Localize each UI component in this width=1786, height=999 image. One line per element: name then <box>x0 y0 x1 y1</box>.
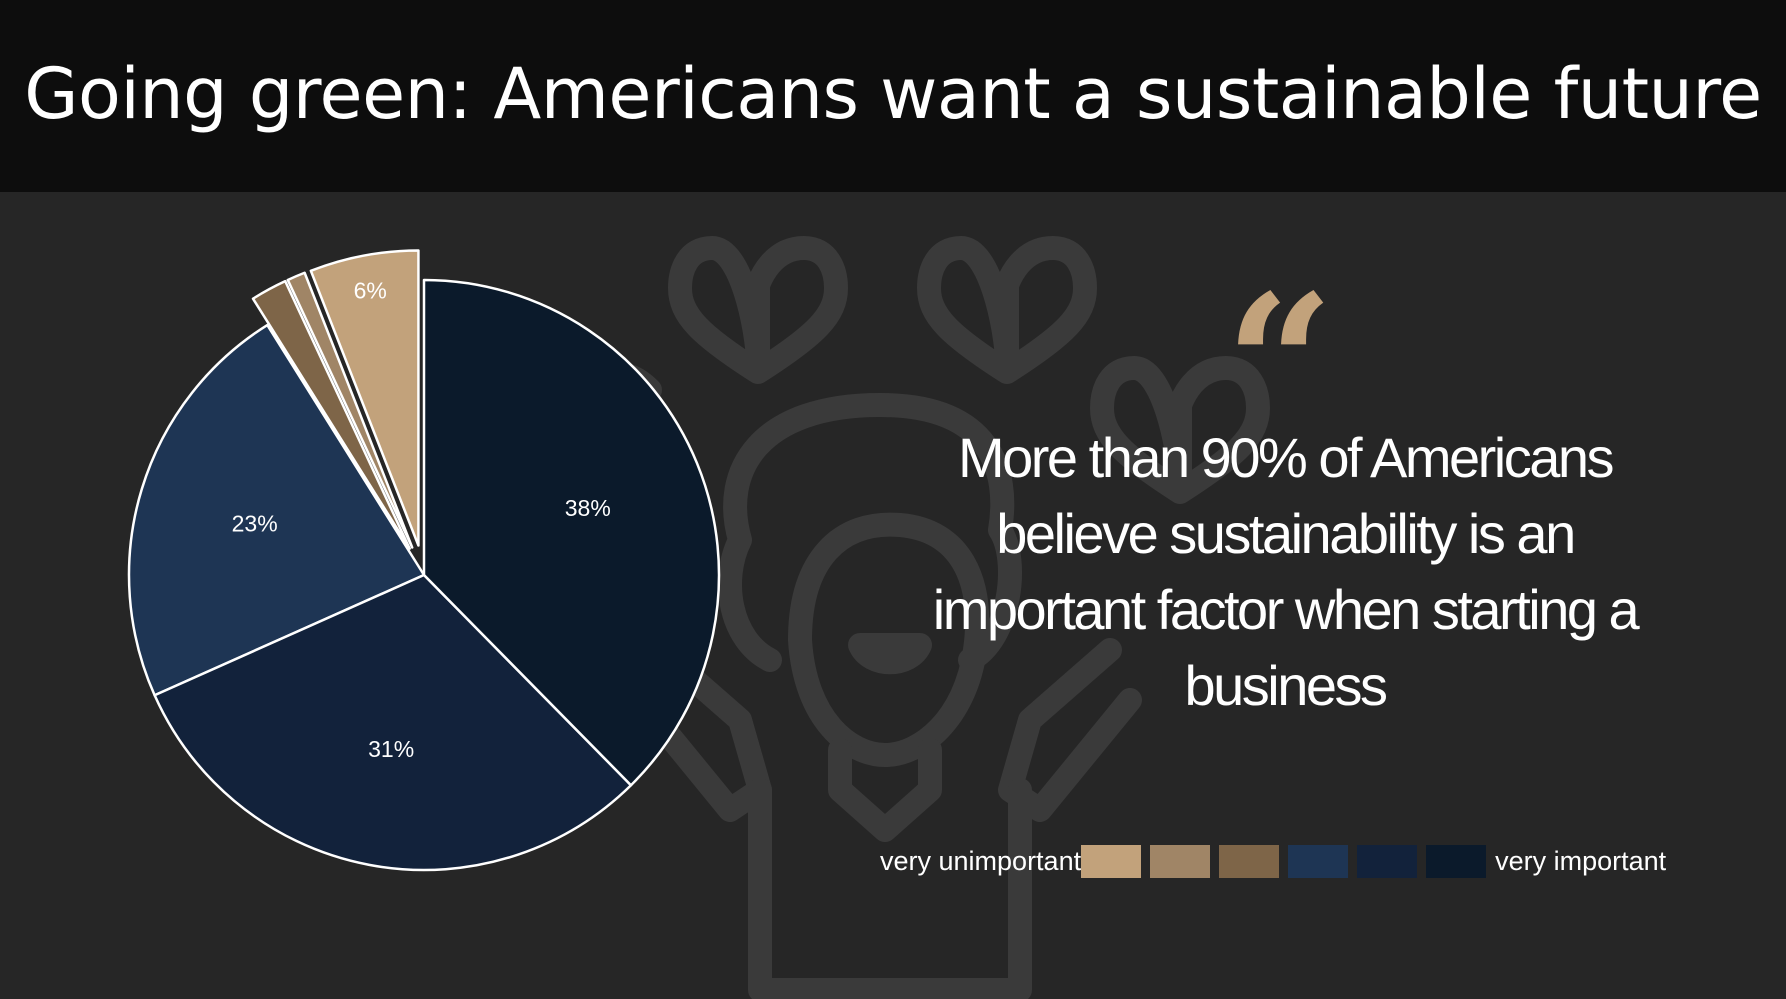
legend: very unimportant very important <box>880 844 1666 878</box>
pie-label-5: 31% <box>368 736 414 762</box>
legend-swatch-5 <box>1357 844 1418 878</box>
legend-swatch-1 <box>1081 844 1142 878</box>
legend-swatch-6 <box>1426 844 1487 878</box>
legend-swatch-2 <box>1150 844 1211 878</box>
header-bar: Going green: Americans want a sustainabl… <box>0 0 1786 192</box>
pie-slice-6 <box>422 278 721 787</box>
pie-slice-3 <box>251 279 411 550</box>
legend-swatch-3 <box>1219 844 1280 878</box>
legend-right-label: very important <box>1495 845 1667 876</box>
quote-mark-icon: “ <box>1225 253 1335 476</box>
pie-label-1: 6% <box>354 277 387 303</box>
pie-label-4: 23% <box>232 510 278 536</box>
pie-slice-5 <box>153 573 633 872</box>
quote-text: More than 90% of Americans believe susta… <box>932 426 1640 717</box>
pie-chart: 6% 23% 31% 38% <box>127 249 721 872</box>
legend-swatch-4 <box>1288 844 1349 878</box>
pie-slice-1 <box>309 249 420 547</box>
pie-slice-2 <box>286 271 414 549</box>
pie-label-6: 38% <box>565 495 611 521</box>
pie-slice-4 <box>127 323 426 697</box>
page-title: Going green: Americans want a sustainabl… <box>24 53 1762 135</box>
legend-left-label: very unimportant <box>880 845 1082 876</box>
